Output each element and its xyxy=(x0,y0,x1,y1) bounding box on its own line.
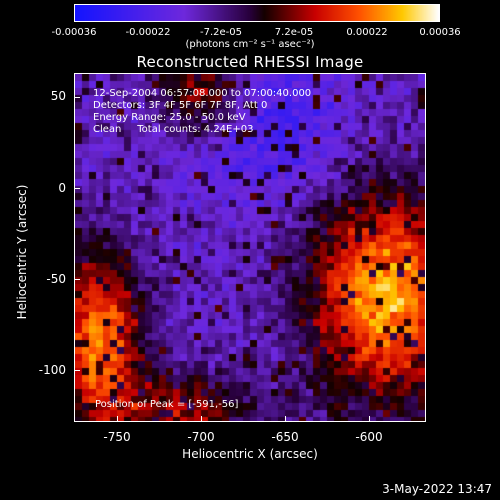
plot-timestamp: 3-May-2022 13:47 xyxy=(382,482,492,496)
y-tick-label: -100 xyxy=(38,363,66,377)
info-total-counts: Clean Total counts: 4.24E+03 xyxy=(93,124,254,135)
colorbar-tick: -0.00022 xyxy=(125,27,171,38)
colorbar-tick: -0.00036 xyxy=(51,27,97,38)
y-tick-mark xyxy=(74,370,80,371)
y-tick-label: 0 xyxy=(58,181,66,195)
info-energy-range: Energy Range: 25.0 - 50.0 keV xyxy=(93,112,246,123)
info-peak-position: Position of Peak = [-591,-56] xyxy=(95,399,239,410)
image-plot[interactable]: 12-Sep-2004 06:57:08.000 to 07:00:40.000… xyxy=(74,73,426,422)
x-tick-mark xyxy=(285,416,286,422)
image-title: Reconstructed RHESSI Image xyxy=(136,53,364,71)
x-tick-mark xyxy=(201,416,202,422)
colorbar-tick: 0.00022 xyxy=(346,27,388,38)
heatmap-image xyxy=(75,74,425,421)
x-tick-label: -600 xyxy=(355,430,383,444)
colorbar-tick: 7.2e-05 xyxy=(274,27,314,38)
colorbar xyxy=(74,4,440,22)
y-tick-label: -50 xyxy=(46,272,66,286)
x-tick-mark xyxy=(117,416,118,422)
y-axis-label: Heliocentric Y (arcsec) xyxy=(15,184,29,320)
x-tick-mark xyxy=(369,416,370,422)
y-tick-mark xyxy=(74,188,80,189)
x-tick-label: -700 xyxy=(187,430,215,444)
y-tick-mark xyxy=(74,279,80,280)
x-axis-label: Heliocentric X (arcsec) xyxy=(182,447,318,461)
x-tick-label: -650 xyxy=(271,430,299,444)
info-detectors: Detectors: 3F 4F 5F 6F 7F 8F, Att 0 xyxy=(93,100,268,111)
y-tick-label: 50 xyxy=(50,89,66,103)
colorbar-tick: 0.00036 xyxy=(419,27,461,38)
info-time-range: 12-Sep-2004 06:57:08.000 to 07:00:40.000 xyxy=(93,88,312,99)
colorbar-units: (photons cm⁻² s⁻¹ asec⁻²) xyxy=(185,39,315,50)
x-tick-label: -750 xyxy=(103,430,131,444)
colorbar-tick: -7.2e-05 xyxy=(200,27,242,38)
y-tick-mark xyxy=(74,97,80,98)
